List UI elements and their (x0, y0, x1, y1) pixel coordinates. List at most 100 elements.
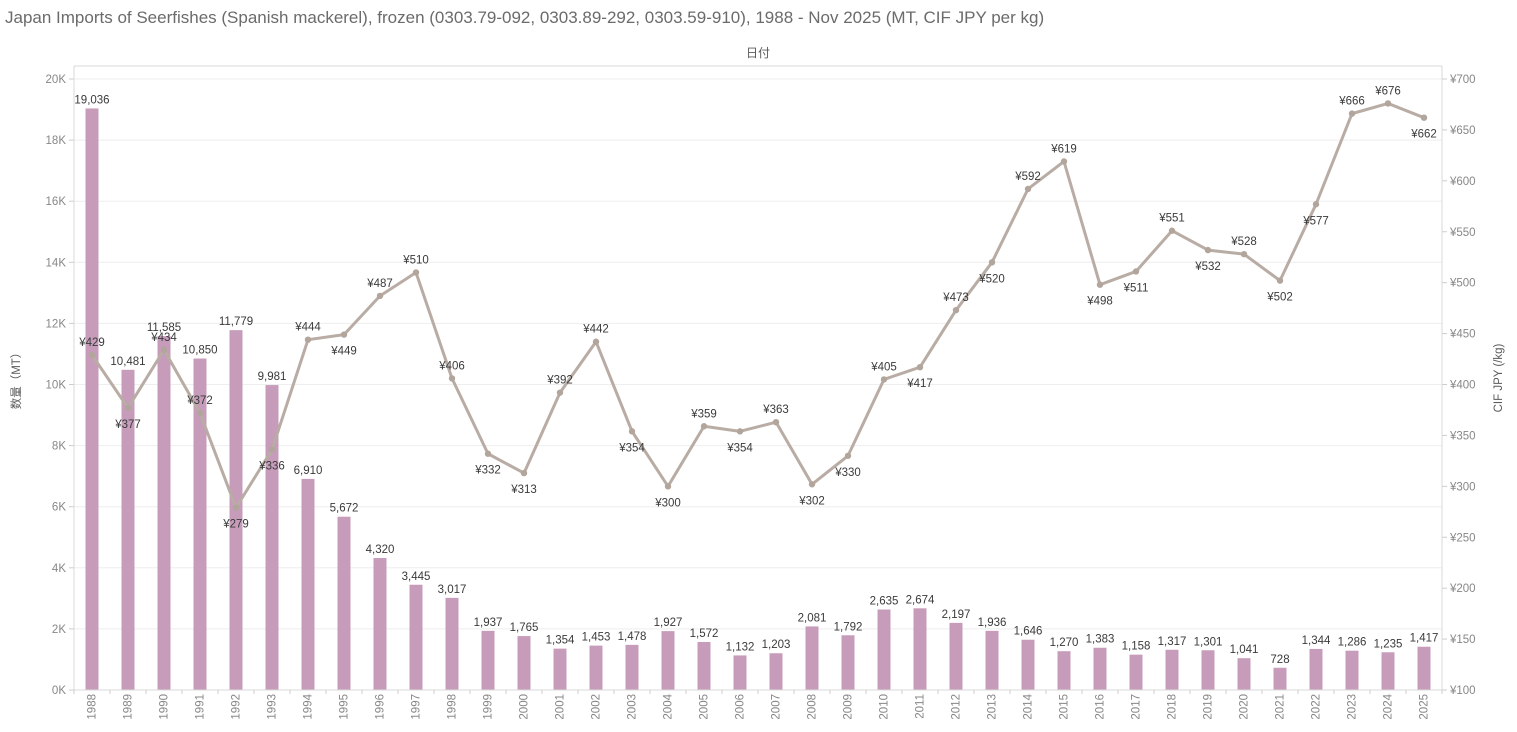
bar-2019[interactable] (1201, 650, 1215, 690)
price-point-2017[interactable] (1132, 268, 1140, 275)
price-point-2020[interactable] (1240, 250, 1248, 258)
bar-2024[interactable] (1381, 652, 1395, 690)
bar-2025[interactable] (1417, 646, 1431, 690)
price-point-2001[interactable] (556, 389, 564, 396)
price-point-2005[interactable] (700, 423, 708, 430)
bar-2021[interactable] (1273, 667, 1287, 690)
price-point-1993[interactable] (268, 446, 276, 453)
bar-1988[interactable] (85, 108, 99, 691)
bar-1998[interactable] (445, 597, 459, 690)
y-left-tick-label: 8K (52, 441, 66, 453)
bar-2000[interactable] (517, 636, 531, 690)
price-point-2004[interactable] (664, 483, 672, 490)
bar-2002[interactable] (589, 645, 603, 690)
year-label-2023: 2023 (1347, 694, 1359, 720)
price-label-2004: ¥300 (654, 497, 681, 509)
year-label-2024: 2024 (1383, 693, 1395, 719)
price-label-1988: ¥429 (78, 337, 105, 349)
bar-2015[interactable] (1057, 651, 1071, 690)
bar-label-2005: 1,572 (690, 628, 719, 640)
bar-1994[interactable] (301, 478, 315, 690)
bar-2018[interactable] (1165, 649, 1179, 690)
price-point-2013[interactable] (988, 259, 996, 266)
price-point-2021[interactable] (1276, 277, 1284, 284)
price-point-2015[interactable] (1060, 158, 1068, 165)
bar-2005[interactable] (697, 641, 711, 690)
price-label-2009: ¥330 (834, 467, 861, 479)
bar-1999[interactable] (481, 630, 495, 690)
bar-2010[interactable] (877, 609, 891, 690)
bar-label-2014: 1,646 (1014, 626, 1043, 638)
price-point-1991[interactable] (196, 409, 204, 417)
bar-2007[interactable] (769, 653, 783, 690)
bar-2004[interactable] (661, 631, 675, 690)
price-point-2008[interactable] (808, 481, 816, 488)
bar-1996[interactable] (373, 558, 387, 690)
y-right-tick-label: ¥650 (1449, 125, 1476, 137)
price-point-2011[interactable] (916, 363, 924, 371)
year-label-2020: 2020 (1239, 694, 1251, 720)
price-point-2006[interactable] (736, 428, 744, 435)
price-point-1998[interactable] (448, 375, 456, 382)
bar-1991[interactable] (193, 358, 207, 690)
price-point-2016[interactable] (1096, 281, 1104, 288)
bar-2012[interactable] (949, 622, 963, 690)
price-point-2010[interactable] (880, 376, 888, 383)
bar-label-2008: 2,081 (798, 612, 827, 624)
bar-1997[interactable] (409, 584, 423, 690)
price-label-1994: ¥444 (294, 322, 321, 334)
price-point-2003[interactable] (628, 428, 636, 435)
price-label-2017: ¥511 (1123, 282, 1149, 294)
bar-1989[interactable] (121, 369, 135, 690)
price-point-2012[interactable] (952, 306, 960, 314)
price-point-1995[interactable] (340, 331, 348, 338)
price-point-1994[interactable] (304, 336, 312, 343)
bar-label-2011: 2,674 (906, 594, 935, 606)
price-label-2003: ¥354 (618, 442, 645, 454)
price-point-2025[interactable] (1420, 114, 1428, 121)
y-right-tick-label: ¥400 (1449, 380, 1476, 392)
bar-2006[interactable] (733, 655, 747, 690)
price-point-2014[interactable] (1024, 185, 1032, 193)
price-point-2002[interactable] (592, 338, 600, 345)
bar-2003[interactable] (625, 644, 639, 690)
price-point-1988[interactable] (88, 351, 96, 359)
price-point-2007[interactable] (772, 418, 780, 426)
y-left-tick-label: 12K (46, 318, 67, 330)
bar-2001[interactable] (553, 648, 567, 690)
price-point-1989[interactable] (124, 404, 132, 412)
price-point-1999[interactable] (484, 450, 492, 457)
bar-2011[interactable] (913, 608, 927, 690)
bar-2016[interactable] (1093, 647, 1107, 690)
year-label-2001: 2001 (555, 694, 567, 720)
y-left-tick-label: 18K (46, 135, 67, 147)
price-point-2019[interactable] (1204, 246, 1212, 254)
price-point-2009[interactable] (844, 452, 852, 459)
price-point-2024[interactable] (1384, 100, 1392, 107)
y-left-tick-label: 20K (46, 74, 67, 86)
bar-1990[interactable] (157, 336, 171, 690)
price-point-2022[interactable] (1312, 201, 1320, 208)
bar-2023[interactable] (1345, 650, 1359, 690)
bar-2022[interactable] (1309, 648, 1323, 690)
price-label-1991: ¥372 (186, 395, 213, 407)
price-point-2023[interactable] (1348, 110, 1356, 117)
price-point-1992[interactable] (232, 504, 240, 511)
bar-1993[interactable] (265, 385, 279, 690)
price-label-1993: ¥336 (258, 461, 285, 473)
price-point-2018[interactable] (1168, 227, 1176, 234)
bar-label-1988: 19,036 (74, 94, 109, 106)
bar-2009[interactable] (841, 635, 855, 690)
bar-2013[interactable] (985, 630, 999, 690)
price-label-1992: ¥279 (222, 519, 249, 531)
price-point-1997[interactable] (412, 269, 420, 276)
bar-1995[interactable] (337, 516, 351, 690)
bar-2020[interactable] (1237, 658, 1251, 690)
bar-2008[interactable] (805, 626, 819, 690)
price-point-1990[interactable] (160, 346, 168, 354)
bar-2017[interactable] (1129, 654, 1143, 690)
price-point-1996[interactable] (376, 292, 384, 300)
price-point-2000[interactable] (520, 469, 528, 477)
bar-2014[interactable] (1021, 639, 1035, 690)
